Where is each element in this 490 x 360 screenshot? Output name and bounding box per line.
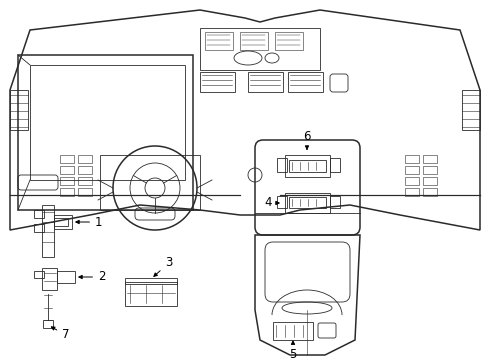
Bar [330,196,340,208]
Text: 2: 2 [79,270,105,284]
Bar [289,160,326,172]
Bar [34,210,44,218]
Bar [60,155,74,163]
Bar [125,282,177,306]
Bar [18,55,193,210]
Bar [275,32,303,50]
Text: 7: 7 [51,327,70,342]
Bar [285,193,330,213]
Bar [57,271,75,283]
Bar [43,320,53,328]
Bar [405,166,419,174]
Bar [248,72,283,92]
Bar [60,166,74,174]
Bar [78,188,92,196]
Bar [42,268,57,290]
Bar [205,32,233,50]
Bar [423,166,437,174]
Bar [285,155,330,177]
Bar [78,166,92,174]
Text: 6: 6 [303,130,311,149]
Bar [277,158,287,172]
Text: 5: 5 [289,341,296,360]
Bar [273,322,313,340]
Text: 4: 4 [264,197,279,210]
Bar [423,177,437,185]
Bar [240,32,268,50]
Bar [277,196,287,208]
Bar [60,188,74,196]
Bar [54,218,68,226]
Bar [34,224,44,232]
Bar [405,188,419,196]
Bar [54,215,72,229]
Bar [78,177,92,185]
Bar [288,72,323,92]
Bar [34,271,44,278]
Bar [30,65,185,180]
Bar [42,205,54,257]
Bar [78,155,92,163]
Bar [100,155,200,210]
Bar [60,177,74,185]
Bar [405,155,419,163]
Text: 1: 1 [76,216,102,229]
Bar [423,155,437,163]
Bar [405,177,419,185]
Text: 3: 3 [154,256,172,276]
Bar [330,158,340,172]
Bar [200,28,320,70]
Bar [125,278,177,284]
Bar [289,197,326,208]
Bar [423,188,437,196]
Bar [200,72,235,92]
